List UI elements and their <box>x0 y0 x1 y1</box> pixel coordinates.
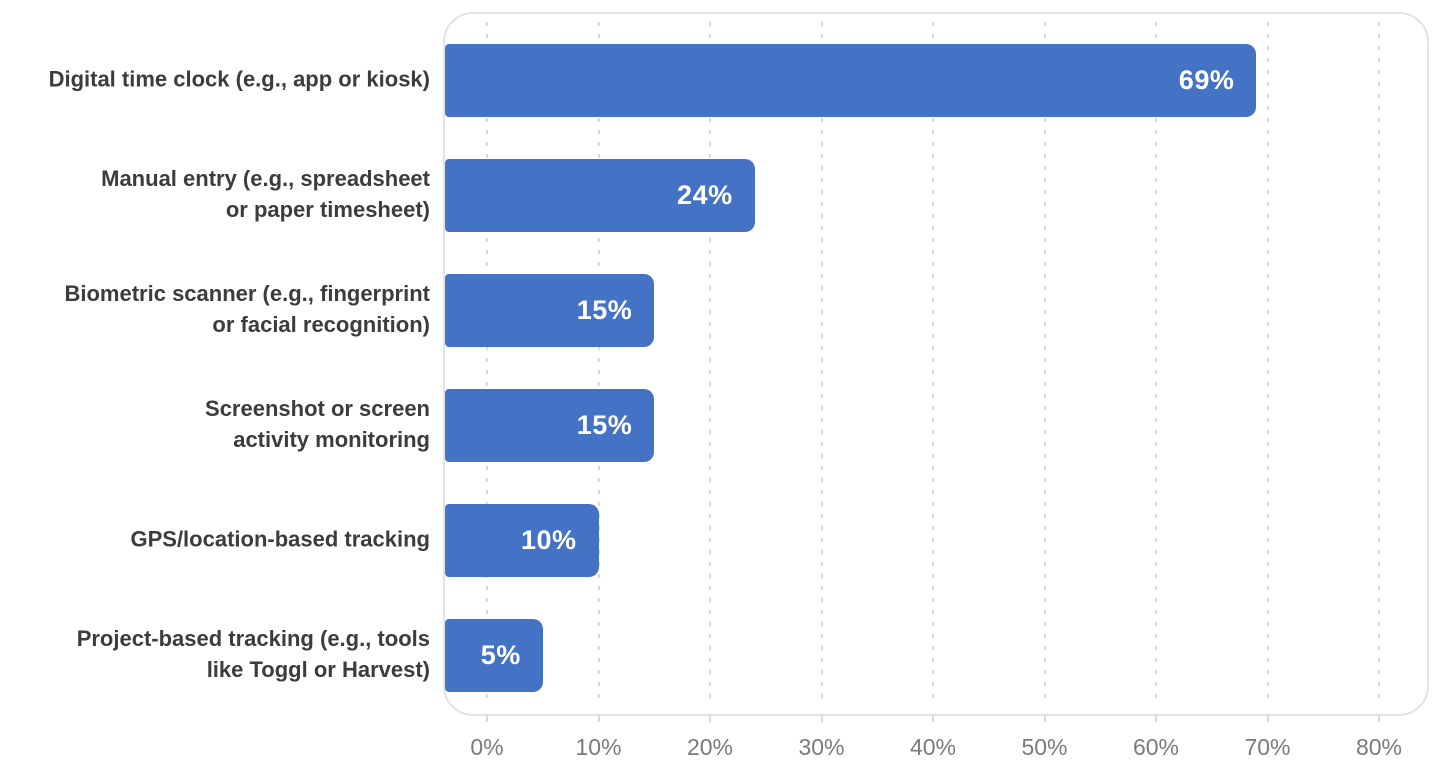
bar-value-label: 69% <box>1178 65 1235 95</box>
bar-value-label: 15% <box>576 410 633 440</box>
axis-tick <box>597 714 600 722</box>
bar-value-label: 5% <box>480 640 521 670</box>
bar: 15% <box>445 274 655 347</box>
x-axis-tick-label: 0% <box>470 734 504 760</box>
category-label-line: Project-based tracking (e.g., tools <box>76 625 430 651</box>
bar: 10% <box>445 504 599 577</box>
gridline <box>820 22 823 706</box>
category-label-line: Manual entry (e.g., spreadsheet <box>101 165 430 191</box>
axis-tick <box>709 714 711 722</box>
category-label: Manual entry (e.g., spreadsheet or paper … <box>0 163 430 225</box>
x-axis-tick-label: 60% <box>1132 734 1180 760</box>
axis-tick <box>1378 714 1380 722</box>
bar: 15% <box>445 389 655 462</box>
category-label-line: GPS/location-based tracking <box>130 526 430 551</box>
bar-value-label: 15% <box>576 295 633 325</box>
x-axis-tick-label: 50% <box>1021 734 1068 760</box>
bar-value-label: 10% <box>520 525 577 555</box>
category-label: Biometric scanner (e.g., fingerprint or f… <box>0 278 430 340</box>
gridline <box>597 22 600 706</box>
category-label-line: like Toggl or Harvest) <box>206 656 430 682</box>
category-label: Project-based tracking (e.g., tools like … <box>0 623 430 685</box>
axis-tick <box>820 714 823 722</box>
x-axis-tick-label: 70% <box>1244 734 1291 760</box>
gridline <box>709 22 711 706</box>
category-label-line: or facial recognition) <box>212 311 430 337</box>
axis-tick <box>1043 714 1046 722</box>
x-axis-tick-label: 40% <box>909 734 957 760</box>
gridline <box>1043 22 1046 706</box>
category-label-line: or paper timesheet) <box>225 196 430 222</box>
bar: 24% <box>445 159 755 232</box>
axis-tick <box>1155 714 1157 722</box>
x-axis-tick-label: 10% <box>575 734 622 760</box>
category-label-line: Screenshot or screen <box>205 395 430 421</box>
category-label-line: Digital time clock (e.g., app or kiosk) <box>48 66 430 91</box>
category-label: Screenshot or screen activity monitoring <box>0 393 430 455</box>
gridline <box>486 22 488 706</box>
x-axis-tick-label: 30% <box>798 734 845 760</box>
bar: 69% <box>445 44 1257 117</box>
axis-tick <box>1266 714 1269 722</box>
category-label-line: Biometric scanner (e.g., fingerprint <box>64 280 430 306</box>
x-axis-tick-label: 80% <box>1355 734 1403 760</box>
category-label-line: activity monitoring <box>233 426 430 452</box>
gridline <box>1155 22 1157 706</box>
x-axis-tick-label: 20% <box>686 734 734 760</box>
gridline <box>1266 22 1269 706</box>
bar: 5% <box>445 619 543 692</box>
gridline <box>932 22 934 706</box>
category-label: GPS/location-based tracking <box>0 523 430 554</box>
category-label: Digital time clock (e.g., app or kiosk) <box>0 63 430 94</box>
plot-area: 69% 24% 15% 15% 10% 5% <box>443 12 1429 716</box>
axis-tick <box>486 714 488 722</box>
gridline <box>1378 22 1380 706</box>
bar-value-label: 24% <box>677 180 733 210</box>
axis-tick <box>932 714 934 722</box>
